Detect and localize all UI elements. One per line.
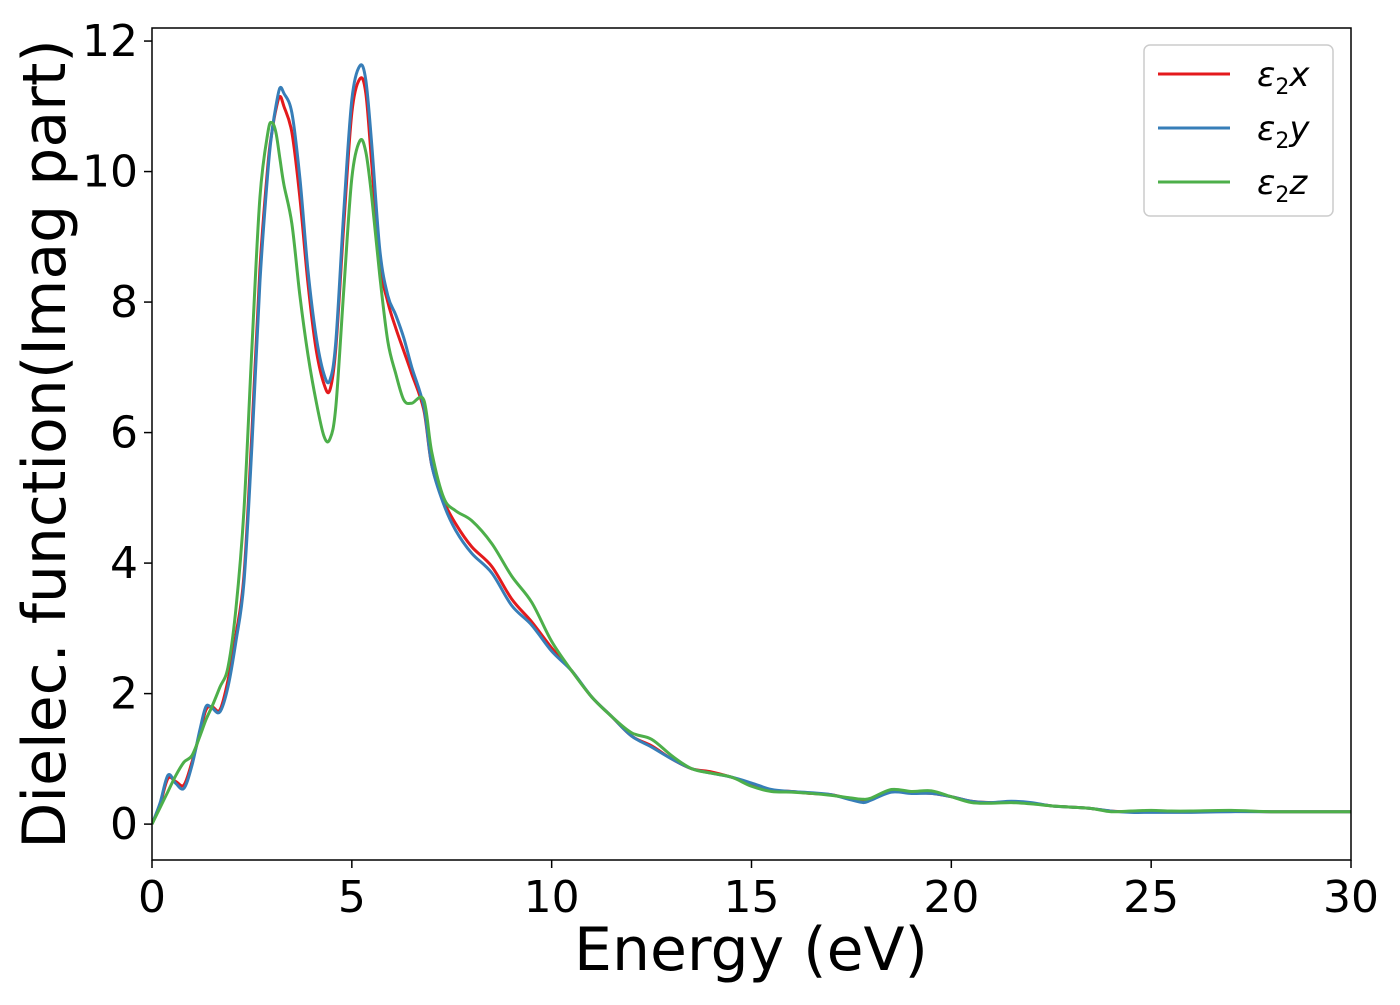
y-tick-label: 0	[110, 799, 138, 850]
x-axis-label: Energy (eV)	[574, 915, 928, 985]
x-tick-label: 15	[724, 872, 780, 923]
x-tick-label: 30	[1323, 872, 1379, 923]
legend-symbol: ε	[1257, 163, 1275, 203]
legend-subscript: 2	[1275, 129, 1289, 154]
y-tick-label: 8	[110, 277, 138, 328]
legend-box	[1143, 44, 1334, 217]
legend-symbol: ε	[1257, 109, 1275, 149]
legend-label: ε2x	[1257, 55, 1310, 100]
x-tick-label: 25	[1123, 872, 1179, 923]
ticks-layer: 0 5 10 15 20 25 30 0 2 4 6 8 10 12	[82, 16, 1379, 923]
legend-symbol: ε	[1257, 55, 1275, 95]
x-tick-label: 5	[338, 872, 366, 923]
series-line-z	[152, 120, 1351, 825]
legend-label: ε2y	[1257, 109, 1310, 154]
legend-label: ε2z	[1257, 163, 1308, 208]
x-tick-label: 20	[923, 872, 979, 923]
series-layer	[152, 63, 1351, 825]
x-tick-label: 0	[138, 872, 166, 923]
y-axis-label: Dielec. function(Imag part)	[10, 39, 80, 849]
y-tick-label: 10	[82, 147, 138, 198]
legend-axis: z	[1288, 163, 1308, 203]
y-tick-label: 6	[110, 408, 138, 459]
legend-axis: x	[1288, 55, 1310, 95]
y-tick-label: 4	[110, 538, 138, 589]
x-tick-label: 10	[524, 872, 580, 923]
legend-subscript: 2	[1275, 183, 1289, 208]
y-tick-label: 12	[82, 16, 138, 67]
legend-axis: y	[1288, 109, 1310, 149]
legend-subscript: 2	[1275, 75, 1289, 100]
y-tick-label: 2	[110, 669, 138, 720]
